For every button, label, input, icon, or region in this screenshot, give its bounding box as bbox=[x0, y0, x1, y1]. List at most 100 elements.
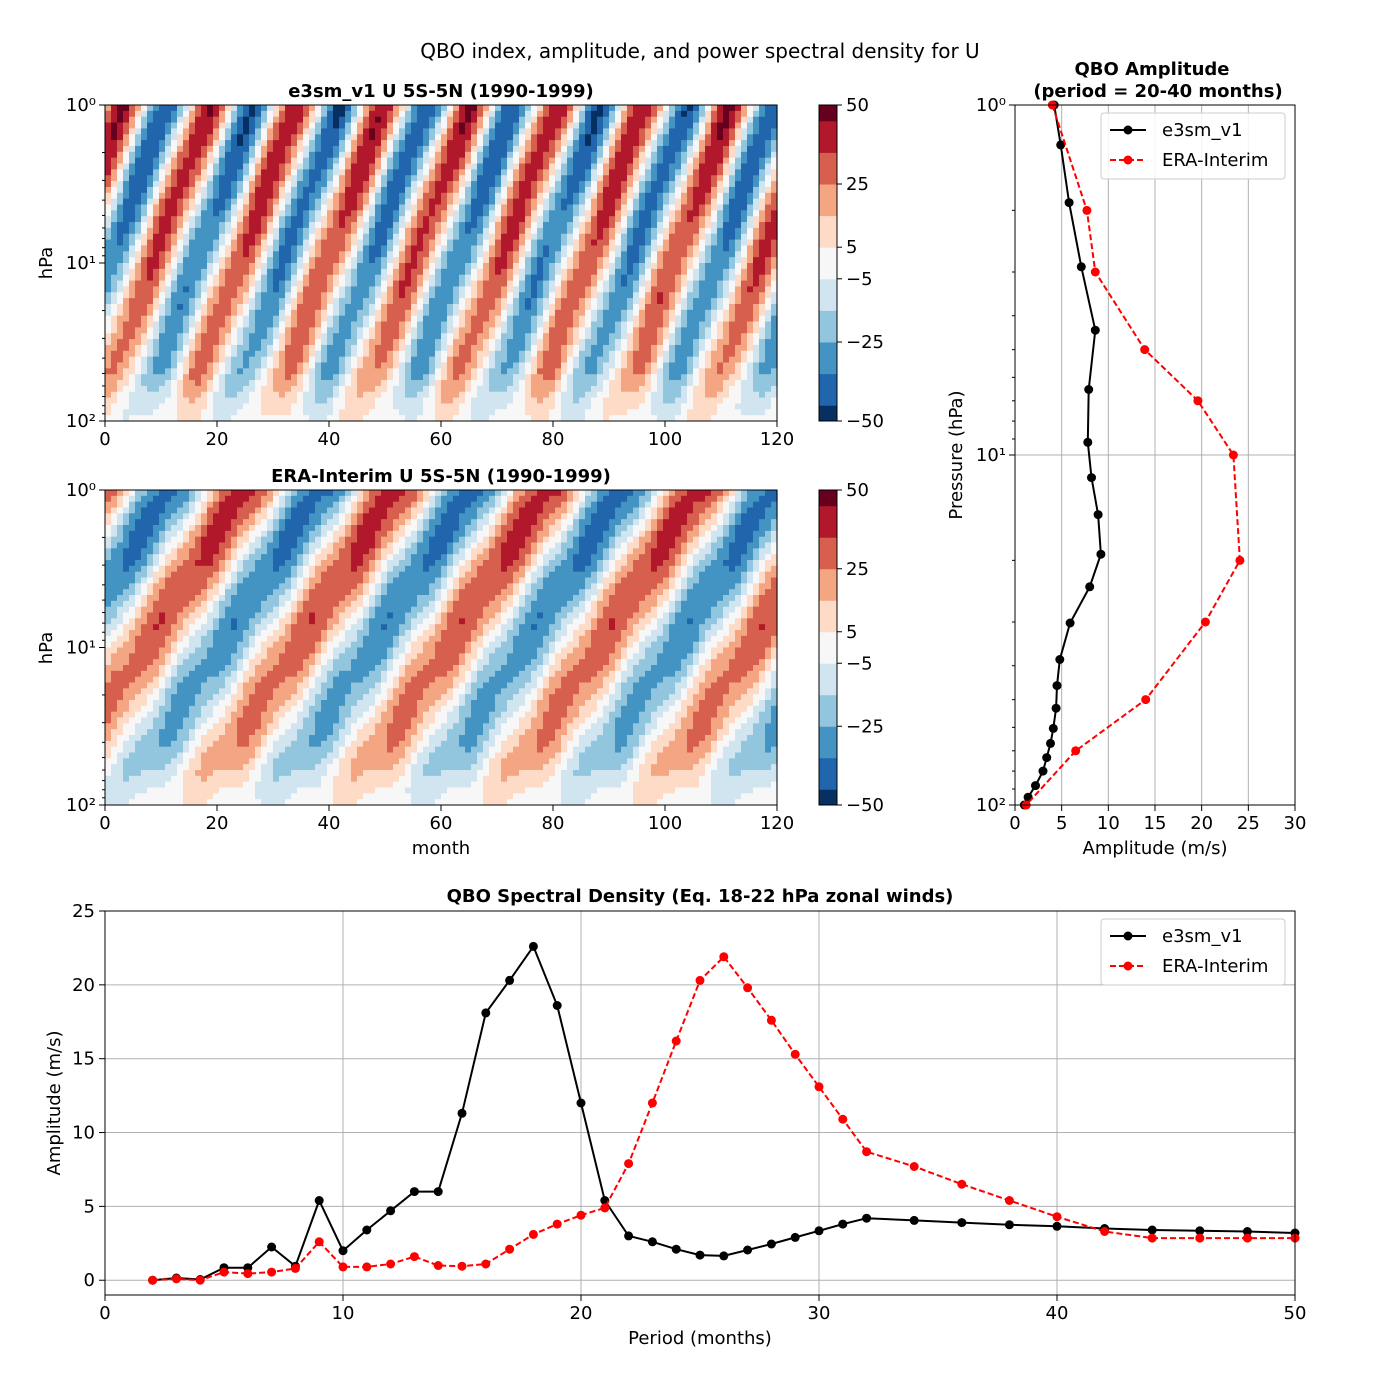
contour-cell bbox=[135, 263, 142, 270]
contour-cell bbox=[735, 204, 742, 211]
contour-cell bbox=[423, 321, 430, 328]
contour-cell bbox=[615, 105, 622, 112]
contour-cell bbox=[309, 327, 316, 334]
contour-cell bbox=[315, 333, 322, 340]
contour-cell bbox=[333, 181, 340, 188]
contour-cell bbox=[267, 303, 274, 311]
contour-cell bbox=[537, 204, 544, 211]
contour-cell bbox=[375, 344, 382, 352]
contour-cell bbox=[363, 105, 370, 112]
contour-cell bbox=[561, 116, 568, 124]
contour-cell bbox=[723, 292, 730, 299]
contour-cell bbox=[447, 204, 454, 211]
contour-cell bbox=[309, 227, 316, 235]
contour-cell bbox=[219, 286, 226, 293]
contour-cell bbox=[447, 233, 454, 241]
contour-cell bbox=[279, 175, 286, 182]
contour-cell bbox=[441, 280, 448, 288]
contour-cell bbox=[669, 245, 676, 252]
contour-cell bbox=[333, 303, 340, 311]
contour-cell bbox=[753, 263, 760, 270]
contour-cell bbox=[339, 192, 346, 200]
contour-cell bbox=[573, 257, 580, 264]
contour-cell bbox=[771, 105, 778, 112]
contour-cell bbox=[561, 192, 568, 200]
contour-cell bbox=[225, 239, 232, 247]
contour-cell bbox=[237, 116, 244, 124]
contour-cell bbox=[741, 110, 748, 118]
contour-cell bbox=[375, 128, 382, 135]
contour-cell bbox=[735, 298, 742, 305]
contour-cell bbox=[573, 134, 580, 141]
contour-cell bbox=[279, 122, 286, 130]
contour-cell bbox=[675, 134, 682, 141]
contour-cell bbox=[189, 128, 196, 135]
contour-cell bbox=[297, 298, 304, 305]
contour-cell bbox=[771, 344, 778, 352]
contour-cell bbox=[201, 110, 208, 118]
contour-cell bbox=[165, 222, 172, 229]
contour-cell bbox=[231, 263, 238, 270]
contour-cell bbox=[147, 233, 154, 241]
contour-cell bbox=[423, 356, 430, 364]
contour-cell bbox=[537, 356, 544, 364]
contour-cell bbox=[135, 292, 142, 299]
contour-cell bbox=[285, 140, 292, 147]
contour-cell bbox=[339, 233, 346, 241]
contour-cell bbox=[387, 339, 394, 346]
contour-cell bbox=[159, 163, 166, 170]
contour-cell bbox=[477, 222, 484, 229]
contour-cell bbox=[639, 157, 646, 165]
contour-cell bbox=[417, 257, 424, 264]
contour-cell bbox=[429, 233, 436, 241]
contour-cell bbox=[249, 210, 256, 217]
contour-cell bbox=[573, 227, 580, 235]
contour-cell bbox=[585, 222, 592, 229]
contour-cell bbox=[663, 344, 670, 352]
contour-cell bbox=[675, 192, 682, 200]
contour-cell bbox=[387, 251, 394, 258]
contour-cell bbox=[621, 333, 628, 340]
contour-cell bbox=[357, 356, 364, 364]
contour-cell bbox=[465, 157, 472, 165]
contour-cell bbox=[603, 210, 610, 217]
contour-cell bbox=[705, 327, 712, 334]
contour-cell bbox=[759, 263, 766, 270]
contour-cell bbox=[357, 233, 364, 241]
contour-cell bbox=[225, 286, 232, 293]
contour-cell bbox=[375, 280, 382, 288]
contour-cell bbox=[555, 204, 562, 211]
contour-cell bbox=[405, 145, 412, 153]
contour-cell bbox=[645, 315, 652, 323]
contour-cell bbox=[579, 216, 586, 223]
contour-cell bbox=[483, 198, 490, 206]
contour-cell bbox=[483, 145, 490, 153]
contour-cell bbox=[609, 263, 616, 270]
contour-cell bbox=[243, 298, 250, 305]
contour-cell bbox=[417, 339, 424, 346]
contour-cell bbox=[741, 263, 748, 270]
contour-cell bbox=[657, 356, 664, 364]
contour-cell bbox=[339, 339, 346, 346]
contour-cell bbox=[483, 181, 490, 188]
contour-cell bbox=[615, 303, 622, 311]
contour-cell bbox=[411, 239, 418, 247]
contour-cell bbox=[225, 245, 232, 252]
contour-cell bbox=[219, 321, 226, 328]
contour-cell bbox=[189, 145, 196, 153]
contour-cell bbox=[651, 181, 658, 188]
contour-cell bbox=[555, 292, 562, 299]
contour-cell bbox=[147, 105, 154, 112]
contour-cell bbox=[429, 157, 436, 165]
contour-cell bbox=[579, 122, 586, 130]
contour-cell bbox=[555, 227, 562, 235]
contour-cell bbox=[213, 192, 220, 200]
contour-cell bbox=[705, 163, 712, 170]
contour-cell bbox=[129, 303, 136, 311]
contour-cell bbox=[363, 198, 370, 206]
contour-cell bbox=[171, 216, 178, 223]
contour-cell bbox=[429, 303, 436, 311]
contour-cell bbox=[681, 122, 688, 130]
contour-cell bbox=[501, 339, 508, 346]
contour-cell bbox=[387, 274, 394, 282]
